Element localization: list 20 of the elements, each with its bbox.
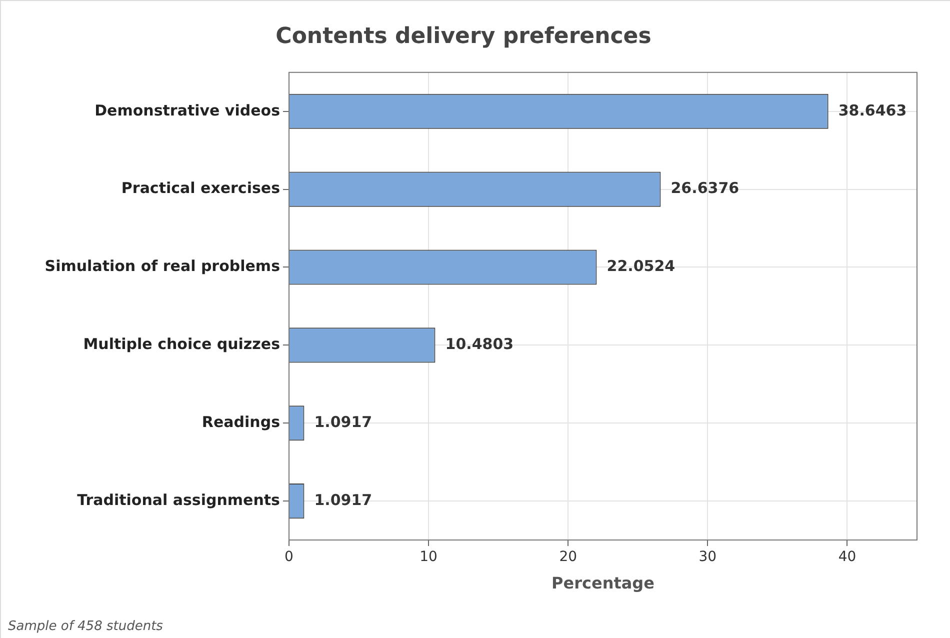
y-tick-label: Simulation of real problems [44, 257, 280, 276]
x-tick-label: 30 [698, 549, 717, 566]
y-tick-label: Readings [202, 412, 280, 431]
y-tick-label: Multiple choice quizzes [83, 335, 280, 354]
x-tick-label: 10 [420, 549, 438, 566]
data-label: 26.6376 [670, 179, 740, 198]
x-axis-title: Percentage [552, 574, 655, 593]
data-label: 1.0917 [314, 490, 372, 509]
chart-title: Contents delivery preferences [276, 24, 652, 49]
y-tick-label: Demonstrative videos [94, 101, 280, 120]
x-tick-label: 40 [838, 549, 856, 566]
data-label: 22.0524 [606, 257, 676, 276]
y-tick-label: Traditional assignments [77, 490, 280, 509]
data-label: 1.0917 [314, 412, 372, 431]
data-label: 38.6463 [838, 101, 907, 120]
y-tick-label: Practical exercises [121, 179, 280, 198]
data-label: 10.4803 [445, 335, 514, 354]
x-tick-label: 20 [559, 549, 578, 566]
x-tick-label: 0 [284, 549, 294, 566]
text: Sample of 458 students [8, 619, 164, 634]
